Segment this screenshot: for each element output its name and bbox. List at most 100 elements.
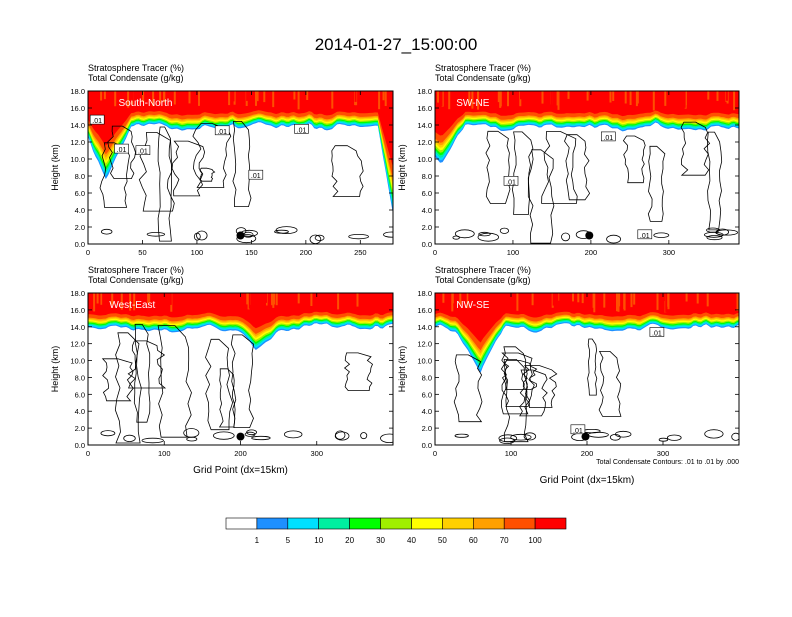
condensate-contour xyxy=(230,334,255,428)
condensate-contour xyxy=(478,231,491,237)
tracer-field: .01 .01 .01 .01 .01 .01 xyxy=(88,91,393,244)
tracer-streak xyxy=(478,293,481,306)
panel-title-condensate: Total Condensate (g/kg) xyxy=(435,275,531,285)
contour-label: .01 xyxy=(117,147,127,154)
tracer-streak xyxy=(246,293,249,305)
tracer-streak xyxy=(684,91,687,109)
colorbar-label: 40 xyxy=(407,536,416,545)
tracer-streak xyxy=(248,293,251,309)
tracer-streak xyxy=(636,91,639,104)
tracer-streak xyxy=(179,91,182,106)
contour-label-box xyxy=(89,114,105,125)
x-tick-label: 50 xyxy=(138,248,146,257)
tracer-streak xyxy=(250,293,253,304)
condensate-contour xyxy=(100,228,113,235)
colorbar-label: 100 xyxy=(528,536,542,545)
tracer-streak xyxy=(310,293,313,306)
condensate-contours xyxy=(452,121,738,244)
condensate-contour xyxy=(360,432,368,440)
condensate-contour xyxy=(171,140,206,197)
tracer-streak xyxy=(541,91,544,104)
tracer-streak xyxy=(174,293,176,306)
tracer-streak xyxy=(482,293,485,312)
tracer-streak xyxy=(507,91,509,107)
y-tick-label: 0.0 xyxy=(422,441,432,450)
tracer-streak xyxy=(102,293,105,303)
contour-label: .01 xyxy=(573,428,583,435)
tracer-streak xyxy=(109,293,111,311)
tracer-streak xyxy=(714,293,717,313)
tracer-streak xyxy=(531,293,534,306)
tracer-streak xyxy=(722,293,725,313)
tracer-streak xyxy=(572,293,574,302)
tracer-streak xyxy=(706,293,709,307)
y-tick-label: 6.0 xyxy=(75,189,85,198)
colorbar-label: 70 xyxy=(500,536,509,545)
tracer-streak xyxy=(216,293,219,302)
condensate-contour xyxy=(141,437,164,444)
tracer-streak xyxy=(560,91,563,107)
tracer-streak xyxy=(629,91,632,105)
tracer-streak xyxy=(100,91,103,101)
tracer-streak xyxy=(733,91,736,111)
y-tick-label: 0.0 xyxy=(75,240,85,249)
contour-footnote: Total Condensate Contours: .01 to .01 by… xyxy=(596,459,739,466)
condensate-contour xyxy=(454,433,469,438)
tracer-streak xyxy=(337,293,340,310)
y-tick-label: 8.0 xyxy=(422,373,432,382)
tracer-streak xyxy=(127,91,130,108)
x-tick-label: 200 xyxy=(234,449,247,458)
tracer-streak xyxy=(578,91,581,108)
tracer-streak xyxy=(120,293,123,310)
tracer-streak xyxy=(612,91,615,101)
condensate-contour xyxy=(485,130,511,204)
x-tick-label: 0 xyxy=(86,449,90,458)
condensate-contour xyxy=(380,433,393,443)
condensate-contour xyxy=(622,135,646,184)
tracer-streak xyxy=(516,91,519,105)
panel-title-condensate: Total Condensate (g/kg) xyxy=(435,73,531,83)
condensate-contours xyxy=(100,324,393,444)
panel-title-tracer: Stratosphere Tracer (%) xyxy=(88,63,184,73)
tracer-streak xyxy=(556,293,559,305)
tracer-streak xyxy=(459,293,462,305)
tracer-streak xyxy=(494,293,497,312)
y-tick-label: 6.0 xyxy=(422,189,432,198)
panel-title-condensate: Total Condensate (g/kg) xyxy=(88,73,184,83)
tracer-streak xyxy=(100,293,103,305)
tracer-streak xyxy=(630,293,633,308)
y-tick-label: 14.0 xyxy=(70,121,85,130)
tracer-streak xyxy=(102,91,105,101)
tracer-streak xyxy=(373,293,375,304)
panel-west-east: West-East Stratosphere Tracer (%)Total Co… xyxy=(50,265,394,476)
tracer-streak xyxy=(111,91,114,101)
y-tick-label: 4.0 xyxy=(75,206,85,215)
tracer-streak xyxy=(169,293,172,305)
condensate-contour xyxy=(658,437,669,442)
tracer-streak xyxy=(544,91,547,111)
condensate-contour xyxy=(510,433,532,441)
condensate-contour xyxy=(706,235,723,241)
tracer-streak xyxy=(466,293,469,309)
tracer-streak xyxy=(609,91,612,103)
condensate-contour xyxy=(523,432,537,441)
tracer-streak xyxy=(265,293,267,303)
condensate-contour xyxy=(477,232,500,242)
x-tick-label: 0 xyxy=(86,248,90,257)
condensate-contour xyxy=(314,234,325,241)
tracer-streak xyxy=(256,91,259,102)
tracer-streak xyxy=(233,91,236,105)
x-tick-label: 0 xyxy=(433,449,437,458)
tracer-streak xyxy=(348,91,351,106)
x-axis-label: Grid Point (dx=15km) xyxy=(193,465,288,476)
y-tick-label: 18.0 xyxy=(417,87,432,96)
y-tick-label: 2.0 xyxy=(75,424,85,433)
condensate-contour xyxy=(499,227,509,234)
tracer-streak xyxy=(480,293,483,312)
condensate-contour xyxy=(564,134,591,201)
condensate-contour xyxy=(706,227,720,233)
tracer-streak xyxy=(272,293,275,308)
tracer-field xyxy=(88,293,393,444)
y-axis-label: Height (km) xyxy=(397,144,407,191)
y-tick-label: 4.0 xyxy=(422,407,432,416)
